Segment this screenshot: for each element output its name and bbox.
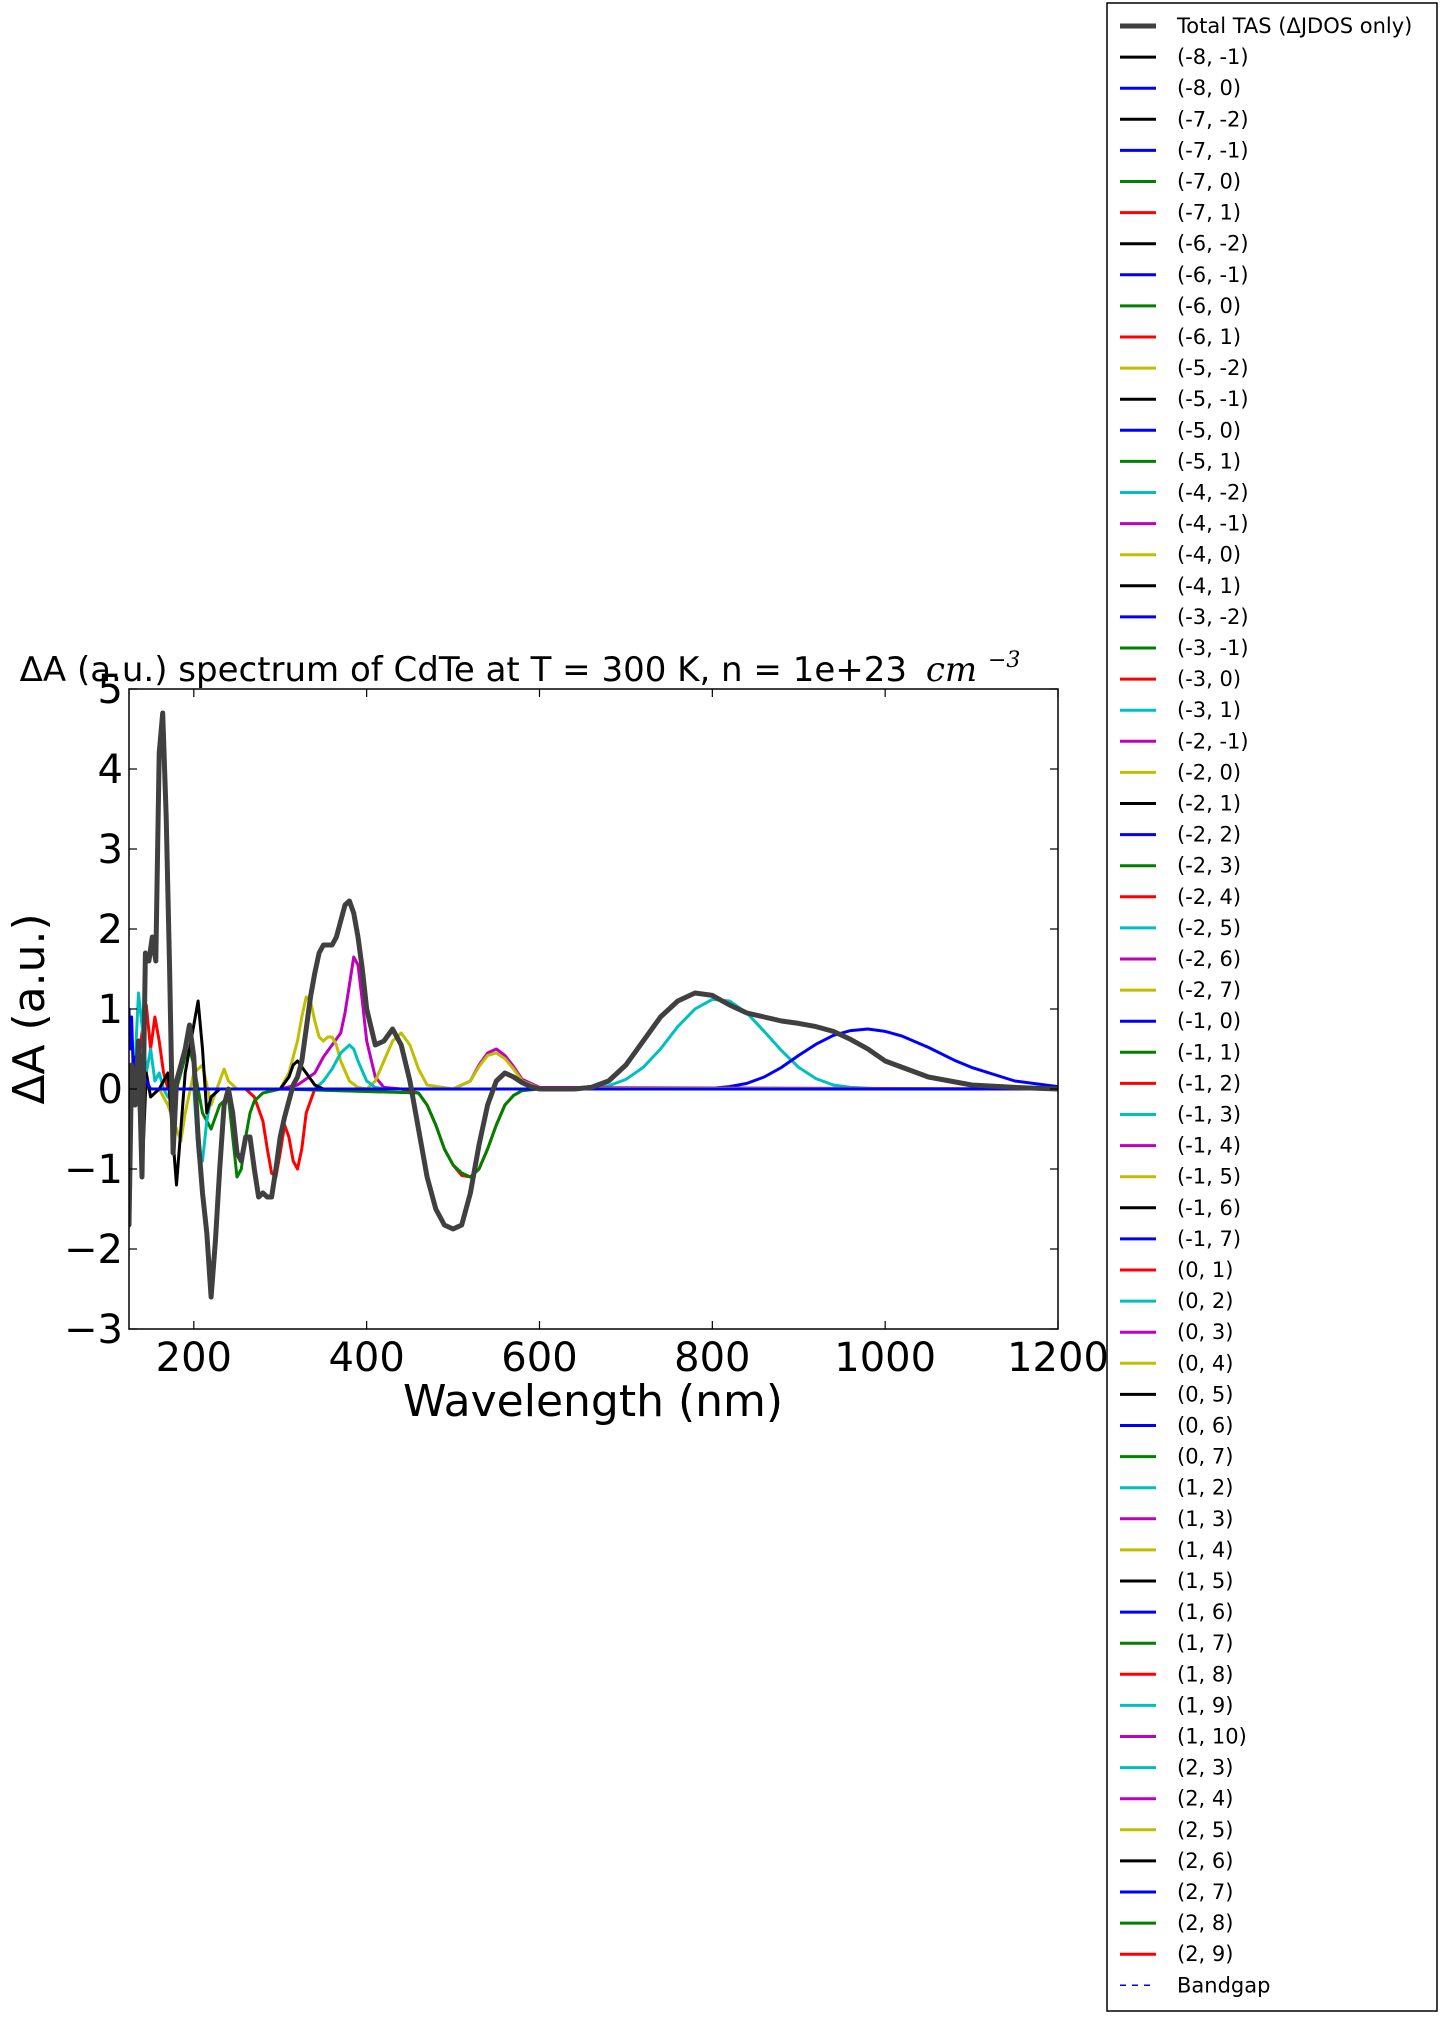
legend-label: (-1, 3) [1177,1103,1241,1127]
legend-label: (-4, 1) [1177,574,1241,598]
series-layer [129,710,1058,1300]
legend-label: (0, 3) [1177,1320,1233,1344]
legend-label: (1, 7) [1177,1631,1233,1655]
legend-label: (-7, -2) [1177,107,1249,131]
y-tick-label: 1 [98,987,123,1033]
chart-title-text: ΔA (a.u.) spectrum of CdTe at T = 300 K,… [20,650,907,690]
legend-label: (-2, 7) [1177,978,1241,1002]
legend-label: (-7, -1) [1177,138,1249,162]
legend-label: (-4, -1) [1177,512,1249,536]
legend-label: (-5, 0) [1177,418,1241,442]
legend-label: (2, 8) [1177,1911,1233,1935]
y-tick-label: 4 [98,747,123,793]
legend-label: (-1, 7) [1177,1227,1241,1251]
chart-title-unit: cm [926,650,977,690]
legend-label: (1, 9) [1177,1693,1233,1717]
y-tick-label: −1 [64,1147,123,1193]
legend-label: Bandgap [1177,1973,1270,1997]
legend-label: (-2, 0) [1177,760,1241,784]
legend-label: (-1, 2) [1177,1071,1241,1095]
legend-label: (-2, 5) [1177,916,1241,940]
legend-label: (2, 5) [1177,1818,1233,1842]
legend-label: (0, 5) [1177,1382,1233,1406]
legend-label: (-7, 0) [1177,170,1241,194]
plot-area: 200 400 600 800 1000 1200 −3 −2 −1 0 1 2 3 4 5 [64,667,1109,1381]
legend-box [1106,2,1438,2012]
legend-label: (0, 2) [1177,1289,1233,1313]
legend-label: (-7, 1) [1177,201,1241,225]
legend-label: (-1, 6) [1177,1196,1241,1220]
tick-layer: 200 400 600 800 1000 1200 −3 −2 −1 0 1 2 3 4 5 [64,667,1109,1381]
y-tick-label: 3 [98,827,123,873]
legend-label: (-6, 1) [1177,325,1241,349]
legend-label: (-1, 1) [1177,1040,1241,1064]
legend-label: (-2, 6) [1177,947,1241,971]
legend: Total TAS (ΔJDOS only) (-8, -1) (-8, 0) (-7… [1106,2,1438,2012]
chart-title: ΔA (a.u.) spectrum of CdTe at T = 300 K,… [20,648,1021,690]
legend-label: (-1, 4) [1177,1134,1241,1158]
legend-label: (1, 10) [1177,1725,1247,1749]
legend-label: (-2, 3) [1177,854,1241,878]
legend-label: (-5, 1) [1177,449,1241,473]
legend-label: (-8, -1) [1177,45,1249,69]
series-line [129,955,1058,1091]
y-tick-label: 2 [98,907,123,953]
legend-label: (-5, -2) [1177,356,1249,380]
legend-label: (-2, 1) [1177,792,1241,816]
legend-label: (2, 7) [1177,1880,1233,1904]
legend-label: (2, 4) [1177,1787,1233,1811]
legend-label: (-3, 0) [1177,667,1241,691]
series-line [129,710,1058,1300]
x-tick-label: 800 [674,1335,750,1381]
legend-items: Total TAS (ΔJDOS only) (-8, -1) (-8, 0) (-7… [1120,14,1412,1997]
legend-label: (-2, -1) [1177,729,1249,753]
legend-label: (2, 3) [1177,1756,1233,1780]
x-tick-label: 400 [328,1335,404,1381]
legend-label: Total TAS (ΔJDOS only) [1176,14,1412,38]
x-tick-label: 1200 [1007,1335,1109,1381]
legend-label: (-1, 5) [1177,1165,1241,1189]
legend-label: (2, 6) [1177,1849,1233,1873]
legend-label: (-4, 0) [1177,543,1241,567]
legend-label: (-6, -2) [1177,232,1249,256]
legend-label: (1, 4) [1177,1538,1233,1562]
legend-label: (-6, -1) [1177,263,1249,287]
legend-label: (0, 6) [1177,1414,1233,1438]
legend-label: (0, 1) [1177,1258,1233,1282]
x-tick-label: 200 [156,1335,232,1381]
y-tick-label: 0 [98,1067,123,1113]
legend-label: (1, 5) [1177,1569,1233,1593]
x-tick-label: 1000 [834,1335,936,1381]
legend-label: (-2, 4) [1177,885,1241,909]
y-axis-label: ΔA (a.u.) [4,913,55,1104]
y-tick-label: 5 [98,667,123,713]
legend-label: (1, 2) [1177,1476,1233,1500]
x-tick-label: 600 [501,1335,577,1381]
legend-label: (-4, -2) [1177,481,1249,505]
legend-label: (1, 6) [1177,1600,1233,1624]
legend-label: (0, 7) [1177,1445,1233,1469]
legend-label: (2, 9) [1177,1942,1233,1966]
y-tick-label: −2 [64,1227,123,1273]
legend-label: (1, 3) [1177,1507,1233,1531]
series-line [129,995,1058,1143]
legend-label: (-8, 0) [1177,76,1241,100]
legend-label: (-1, 0) [1177,1009,1241,1033]
x-axis-label: Wavelength (nm) [403,1376,783,1427]
chart-title-unit-exponent: −3 [988,648,1020,673]
legend-label: (-2, 2) [1177,823,1241,847]
legend-label: (1, 8) [1177,1662,1233,1686]
legend-label: (-3, 1) [1177,698,1241,722]
legend-label: (0, 4) [1177,1351,1233,1375]
legend-label: (-3, -2) [1177,605,1249,629]
legend-label: (-5, -1) [1177,387,1249,411]
legend-label: (-3, -1) [1177,636,1249,660]
legend-label: (-6, 0) [1177,294,1241,318]
y-tick-label: −3 [64,1307,123,1353]
